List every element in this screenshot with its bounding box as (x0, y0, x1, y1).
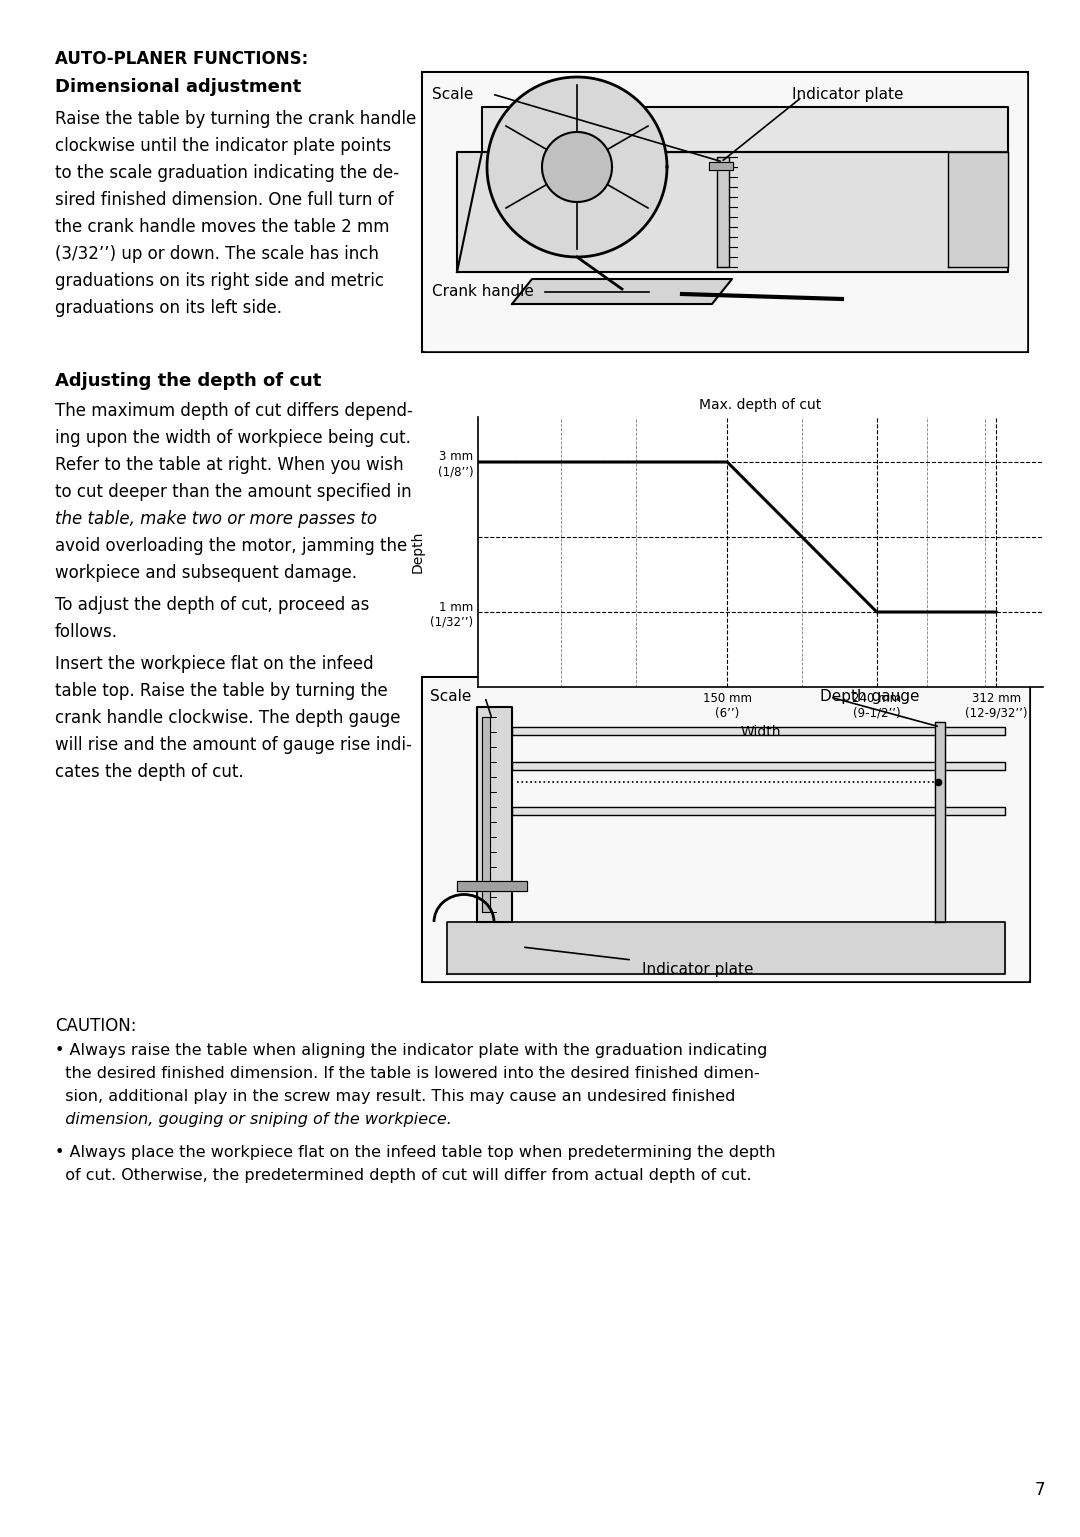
Text: the table, make two or more passes to: the table, make two or more passes to (55, 510, 377, 529)
X-axis label: Width: Width (740, 725, 781, 739)
Text: will rise and the amount of gauge rise indi-: will rise and the amount of gauge rise i… (55, 736, 411, 755)
Polygon shape (708, 161, 733, 171)
Text: Indicator plate: Indicator plate (642, 962, 754, 978)
Polygon shape (457, 152, 1008, 272)
Polygon shape (512, 807, 1005, 815)
Polygon shape (512, 762, 1005, 770)
Polygon shape (717, 157, 729, 267)
Polygon shape (424, 679, 1028, 981)
Text: Dimensional adjustment: Dimensional adjustment (55, 78, 301, 95)
Text: Adjusting the depth of cut: Adjusting the depth of cut (55, 372, 322, 390)
Polygon shape (457, 881, 527, 891)
Text: follows.: follows. (55, 622, 118, 641)
Polygon shape (487, 77, 667, 257)
Polygon shape (482, 716, 490, 911)
Text: cates the depth of cut.: cates the depth of cut. (55, 762, 244, 781)
Text: 7: 7 (1035, 1482, 1045, 1499)
Text: crank handle clockwise. The depth gauge: crank handle clockwise. The depth gauge (55, 709, 401, 727)
Bar (422, 72, 1028, 352)
Text: graduations on its right side and metric: graduations on its right side and metric (55, 272, 384, 290)
Text: (3/32’’) up or down. The scale has inch: (3/32’’) up or down. The scale has inch (55, 244, 379, 263)
Polygon shape (935, 722, 945, 922)
Text: The maximum depth of cut differs depend-: The maximum depth of cut differs depend- (55, 403, 413, 420)
Text: of cut. Otherwise, the predetermined depth of cut will differ from actual depth : of cut. Otherwise, the predetermined dep… (55, 1168, 752, 1183)
Polygon shape (542, 132, 612, 201)
Text: table top. Raise the table by turning the: table top. Raise the table by turning th… (55, 682, 388, 699)
Text: Scale: Scale (430, 689, 471, 704)
Bar (422, 676, 1030, 982)
Text: sion, additional play in the screw may result. This may cause an undesired finis: sion, additional play in the screw may r… (55, 1090, 735, 1104)
Text: avoid overloading the motor, jamming the: avoid overloading the motor, jamming the (55, 536, 407, 555)
Polygon shape (512, 280, 732, 304)
Text: Raise the table by turning the crank handle: Raise the table by turning the crank han… (55, 111, 416, 128)
Text: clockwise until the indicator plate points: clockwise until the indicator plate poin… (55, 137, 391, 155)
Text: • Always place the workpiece flat on the infeed table top when predetermining th: • Always place the workpiece flat on the… (55, 1145, 775, 1160)
Text: To adjust the depth of cut, proceed as: To adjust the depth of cut, proceed as (55, 596, 369, 613)
Text: Scale: Scale (432, 88, 473, 101)
Polygon shape (512, 727, 1005, 735)
Y-axis label: Depth: Depth (410, 530, 424, 573)
Text: Depth gauge: Depth gauge (820, 689, 919, 704)
Text: to the scale graduation indicating the de-: to the scale graduation indicating the d… (55, 164, 400, 181)
Text: CAUTION:: CAUTION: (55, 1017, 136, 1034)
Text: Indicator plate: Indicator plate (792, 88, 904, 101)
Text: AUTO-PLANER FUNCTIONS:: AUTO-PLANER FUNCTIONS: (55, 51, 308, 68)
Polygon shape (477, 707, 512, 922)
Text: the crank handle moves the table 2 mm: the crank handle moves the table 2 mm (55, 218, 390, 237)
Text: dimension, gouging or sniping of the workpiece.: dimension, gouging or sniping of the wor… (55, 1111, 451, 1127)
Polygon shape (424, 74, 1026, 350)
Text: the desired finished dimension. If the table is lowered into the desired finishe: the desired finished dimension. If the t… (55, 1067, 759, 1081)
Title: Max. depth of cut: Max. depth of cut (700, 398, 822, 412)
Text: Crank handle: Crank handle (432, 284, 534, 300)
Text: graduations on its left side.: graduations on its left side. (55, 300, 282, 317)
Text: ing upon the width of workpiece being cut.: ing upon the width of workpiece being cu… (55, 429, 410, 447)
Text: to cut deeper than the amount specified in: to cut deeper than the amount specified … (55, 483, 411, 501)
Text: • Always raise the table when aligning the indicator plate with the graduation i: • Always raise the table when aligning t… (55, 1044, 768, 1057)
Text: sired finished dimension. One full turn of: sired finished dimension. One full turn … (55, 191, 393, 209)
Polygon shape (447, 922, 1005, 974)
Polygon shape (948, 152, 1008, 267)
Text: Insert the workpiece flat on the infeed: Insert the workpiece flat on the infeed (55, 655, 374, 673)
Polygon shape (482, 108, 1008, 152)
Text: Refer to the table at right. When you wish: Refer to the table at right. When you wi… (55, 456, 404, 473)
Text: workpiece and subsequent damage.: workpiece and subsequent damage. (55, 564, 357, 583)
